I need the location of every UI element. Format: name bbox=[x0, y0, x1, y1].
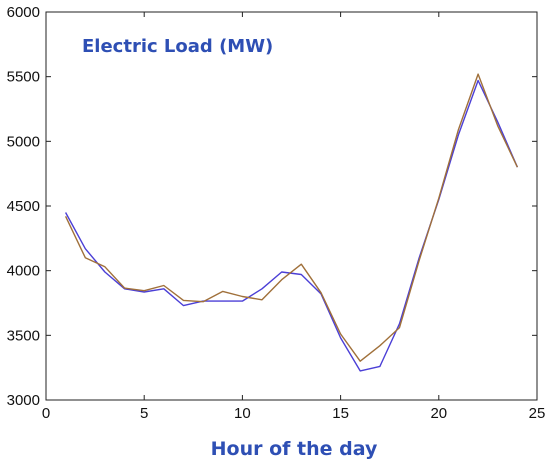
x-axis-label: Hour of the day bbox=[211, 438, 378, 460]
x-tick-label: 15 bbox=[332, 405, 349, 422]
x-tick-label: 0 bbox=[42, 405, 50, 422]
y-tick-label: 3500 bbox=[7, 327, 40, 344]
y-tick-label: 5500 bbox=[7, 69, 40, 86]
series-line-2 bbox=[64, 73, 519, 362]
x-tick-label: 20 bbox=[430, 405, 447, 422]
x-tick-label: 25 bbox=[529, 405, 546, 422]
series-lines bbox=[64, 73, 519, 372]
y-axis-ticks: 3000 3500 4000 4500 5000 5500 6000 bbox=[7, 4, 537, 409]
y-tick-label: 4500 bbox=[7, 198, 40, 215]
x-tick-label: 10 bbox=[234, 405, 251, 422]
series-line-1 bbox=[64, 79, 519, 372]
x-axis-ticks: 0 5 10 15 20 25 bbox=[42, 12, 546, 422]
y-tick-label: 5000 bbox=[7, 133, 40, 150]
chart-title: Electric Load (MW) bbox=[82, 36, 273, 57]
x-tick-label: 5 bbox=[140, 405, 148, 422]
plot-frame bbox=[45, 11, 538, 401]
y-tick-label: 4000 bbox=[7, 263, 40, 280]
y-tick-label: 3000 bbox=[7, 392, 40, 409]
plot-area-frame bbox=[45, 11, 538, 401]
y-tick-label: 6000 bbox=[7, 4, 40, 21]
